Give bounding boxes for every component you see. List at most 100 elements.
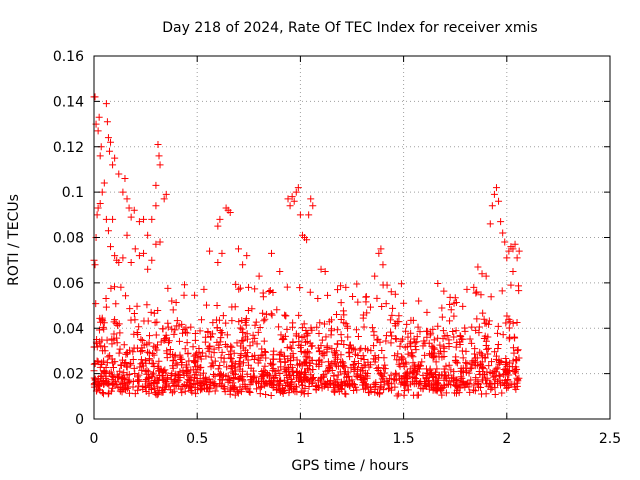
data-point (219, 371, 227, 379)
data-point (509, 245, 517, 253)
data-point (281, 358, 289, 366)
data-point (491, 384, 499, 392)
data-point (449, 327, 457, 335)
data-point (276, 370, 284, 378)
data-point (140, 215, 148, 223)
data-point (359, 311, 367, 319)
data-point (466, 365, 474, 373)
data-point (137, 360, 145, 368)
data-point (148, 371, 156, 379)
data-point (378, 302, 386, 310)
data-point (126, 305, 134, 313)
data-point (168, 297, 176, 305)
data-point (111, 283, 119, 291)
data-point (325, 362, 333, 370)
data-point (445, 340, 453, 348)
data-point (295, 311, 303, 319)
data-point (391, 319, 399, 327)
data-point (142, 359, 150, 367)
data-point (412, 346, 420, 354)
data-point (470, 381, 478, 389)
data-point (452, 356, 460, 364)
data-point (397, 280, 405, 288)
data-point (246, 388, 254, 396)
data-point (515, 374, 523, 382)
data-point (289, 367, 297, 375)
data-point (273, 385, 281, 393)
data-point (122, 292, 130, 300)
data-point (301, 338, 309, 346)
data-point (381, 365, 389, 373)
data-point (149, 359, 157, 367)
data-point (225, 351, 233, 359)
data-point (106, 352, 114, 360)
data-point (91, 375, 99, 383)
data-point (259, 309, 267, 317)
data-point (198, 316, 206, 324)
data-point (401, 343, 409, 351)
data-point (346, 353, 354, 361)
data-point (492, 184, 500, 192)
data-point (202, 333, 210, 341)
data-point (481, 370, 489, 378)
data-point (304, 329, 312, 337)
data-point (251, 321, 259, 329)
x-tick-label: 0.5 (186, 431, 208, 447)
data-point (228, 361, 236, 369)
data-point (188, 388, 196, 396)
data-point (482, 390, 490, 398)
data-point (514, 346, 522, 354)
data-point (285, 371, 293, 379)
data-point (441, 368, 449, 376)
data-point (251, 334, 259, 342)
data-point (327, 377, 335, 385)
data-point (111, 358, 119, 366)
data-point (478, 364, 486, 372)
data-point (396, 342, 404, 350)
data-point (109, 364, 117, 372)
data-point (150, 379, 158, 387)
data-point (142, 388, 150, 396)
data-point (239, 359, 247, 367)
x-axis-title: GPS time / hours (291, 458, 408, 474)
data-point (156, 238, 164, 246)
data-point (211, 357, 219, 365)
data-point (330, 372, 338, 380)
data-point (239, 261, 247, 269)
y-tick-label: 0.08 (53, 231, 84, 247)
data-point (402, 327, 410, 335)
data-point (171, 326, 179, 334)
data-point (141, 377, 149, 385)
data-point (367, 347, 375, 355)
data-point (439, 327, 447, 335)
data-point (189, 343, 197, 351)
data-point (333, 310, 341, 318)
data-point (358, 363, 366, 371)
data-point (127, 258, 135, 266)
data-point (227, 365, 235, 373)
data-point (191, 336, 199, 344)
data-point (407, 329, 415, 337)
data-point (480, 335, 488, 343)
data-point (314, 294, 322, 302)
data-point (335, 388, 343, 396)
data-point (216, 327, 224, 335)
data-point (172, 298, 180, 306)
data-point (260, 317, 268, 325)
data-point (494, 322, 502, 330)
data-point (189, 366, 197, 374)
data-point (336, 382, 344, 390)
data-point (197, 363, 205, 371)
data-point (498, 389, 506, 397)
data-point (282, 365, 290, 373)
data-point (98, 372, 106, 380)
data-point (155, 367, 163, 375)
data-point (488, 202, 496, 210)
data-point (165, 337, 173, 345)
data-point (338, 358, 346, 366)
data-point (470, 283, 478, 291)
data-point (127, 213, 135, 221)
data-point (104, 353, 112, 361)
data-point (94, 127, 102, 135)
